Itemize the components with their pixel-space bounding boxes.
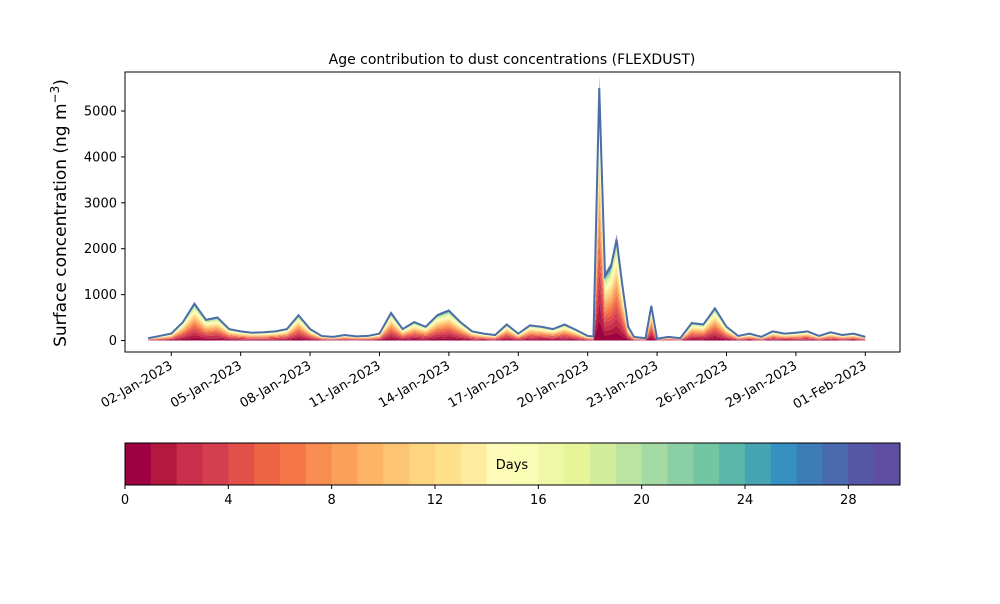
plot-area [147, 75, 866, 341]
x-axis: 02-Jan-202305-Jan-202308-Jan-202311-Jan-… [99, 352, 870, 412]
colorbar-tick-label: 0 [121, 493, 129, 508]
x-tick-label: 23-Jan-2023 [584, 358, 661, 411]
colorbar-segment-day-25 [770, 443, 798, 485]
colorbar-segment-day-27 [822, 443, 849, 485]
colorbar-segment-day-6 [280, 443, 307, 485]
x-tick-label: 08-Jan-2023 [237, 358, 314, 411]
total-concentration-line [147, 88, 866, 340]
x-tick-label: 14-Jan-2023 [376, 358, 453, 411]
colorbar-segment-day-16 [538, 443, 565, 485]
age-layer-day-20 [148, 103, 866, 339]
age-layer-day-17 [148, 118, 866, 339]
colorbar-segment-day-29 [874, 443, 901, 485]
age-layer-day-13 [148, 148, 866, 340]
age-layer-day-11 [148, 168, 866, 340]
x-tick-label: 01-Feb-2023 [791, 358, 870, 412]
colorbar-tick-label: 24 [737, 493, 754, 508]
plot-frame [124, 71, 901, 353]
x-tick-label: 20-Jan-2023 [515, 358, 592, 411]
age-layer-day-7 [148, 214, 866, 340]
y-axis: 0 1000 2000 3000 4000 5000 [84, 105, 125, 349]
colorbar-segment-day-8 [331, 443, 358, 485]
colorbar-segment-day-13 [460, 443, 488, 485]
colorbar-segment-day-20 [641, 443, 668, 485]
colorbar-segment-day-18 [590, 443, 617, 485]
colorbar-segment-day-23 [719, 443, 746, 485]
age-layer-day-28 [148, 77, 866, 339]
colorbar-segment-day-15 [512, 443, 539, 485]
colorbar-segment-day-22 [693, 443, 720, 485]
age-layer-day-8 [148, 201, 866, 340]
age-layer-day-9 [148, 189, 866, 340]
age-layer-day-19 [148, 108, 866, 339]
x-tick-label: 29-Jan-2023 [723, 358, 800, 411]
colorbar-tick-label: 4 [224, 493, 232, 508]
colorbar-segment-day-7 [305, 443, 333, 485]
colorbar-tick-label: 20 [633, 493, 650, 508]
colorbar-tick-label: 16 [530, 493, 547, 508]
colorbar-segment-day-0 [125, 443, 152, 485]
x-tick-label: 05-Jan-2023 [168, 358, 245, 411]
y-tick-label: 5000 [84, 105, 117, 120]
y-axis-label-close: ) [51, 79, 71, 86]
colorbar-segment-day-2 [176, 443, 203, 485]
colorbar-segment-day-10 [383, 443, 410, 485]
age-layer-day-12 [148, 158, 866, 340]
age-layer-day-14 [148, 141, 866, 340]
colorbar-tick-label: 8 [328, 493, 336, 508]
age-layer-day-6 [148, 226, 866, 340]
age-layer-day-24 [148, 88, 866, 339]
y-axis-label-main: Surface concentration (ng m [51, 103, 71, 346]
colorbar-tick-label: 12 [427, 493, 444, 508]
age-layer-day-26 [148, 83, 866, 339]
colorbar-frame [124, 442, 901, 486]
colorbar-segment-day-21 [667, 443, 694, 485]
x-tick-label: 17-Jan-2023 [446, 358, 523, 411]
age-layer-day-22 [148, 93, 866, 339]
y-tick-label: 2000 [84, 242, 117, 257]
age-layer-day-25 [148, 85, 866, 339]
colorbar-ticks: 0 4 8 12 16 20 24 28 [121, 485, 857, 508]
age-layer-day-15 [148, 133, 866, 340]
age-layer-day-16 [148, 125, 866, 340]
age-layer-day-21 [148, 98, 866, 339]
colorbar-segment-day-19 [615, 443, 643, 485]
chart-title: Age contribution to dust concentrations … [329, 52, 696, 68]
colorbar-segment-day-26 [796, 443, 823, 485]
y-axis-label: Surface concentration (ng m−3) [48, 79, 71, 347]
age-layer-day-10 [148, 178, 866, 340]
colorbar-segment-day-14 [486, 443, 513, 485]
age-layer-day-29 [148, 75, 866, 339]
age-layer-day-23 [148, 90, 866, 339]
y-tick-label: 1000 [84, 288, 117, 303]
colorbar-segment-day-17 [564, 443, 591, 485]
colorbar-segment-day-11 [409, 443, 436, 485]
age-layer-day-18 [148, 113, 866, 339]
colorbar [125, 443, 901, 485]
age-layer-day-27 [148, 80, 866, 339]
colorbar-segment-day-28 [848, 443, 875, 485]
colorbar-segment-day-3 [202, 443, 229, 485]
colorbar-segment-day-1 [150, 443, 178, 485]
colorbar-segment-day-5 [254, 443, 281, 485]
y-axis-label-superscript: −3 [48, 86, 62, 104]
y-tick-label: 3000 [84, 196, 117, 211]
x-tick-label: 26-Jan-2023 [654, 358, 731, 411]
colorbar-label: Days [496, 458, 529, 473]
x-tick-label: 02-Jan-2023 [99, 358, 176, 411]
y-tick-label: 4000 [84, 150, 117, 165]
colorbar-segment-day-12 [435, 443, 462, 485]
x-tick-label: 11-Jan-2023 [307, 358, 384, 411]
colorbar-segment-day-24 [745, 443, 772, 485]
colorbar-segment-day-4 [228, 443, 255, 485]
y-tick-label: 0 [109, 334, 117, 349]
colorbar-segment-day-9 [357, 443, 384, 485]
colorbar-tick-label: 28 [840, 493, 857, 508]
